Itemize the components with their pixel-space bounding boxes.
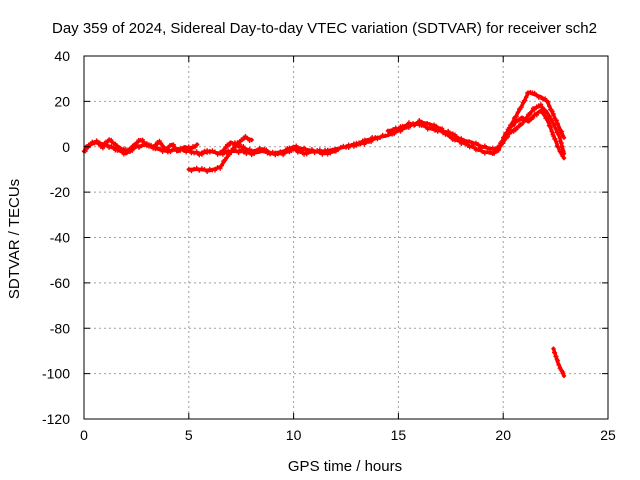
y-tick-label: -100 <box>42 366 70 382</box>
y-tick-label: -60 <box>50 275 70 291</box>
x-tick-label: 5 <box>185 427 193 443</box>
series-sat-j <box>501 108 567 161</box>
x-axis-label: GPS time / hours <box>288 458 402 475</box>
series-sat-e <box>218 145 338 158</box>
x-tick-label: 0 <box>80 427 88 443</box>
y-tick-label: -40 <box>50 230 70 246</box>
y-tick-label: -80 <box>50 320 70 336</box>
series-sat-i <box>494 102 567 156</box>
y-tick-label: 20 <box>54 93 70 109</box>
y-tick-label: -20 <box>50 184 70 200</box>
series-sat-k <box>551 346 567 379</box>
series-sat-g <box>385 120 502 153</box>
axis-ticks: 0 5 10 15 20 25 -120 -100 -80 -60 -40 -20 0 20 40 <box>42 48 616 443</box>
data-layer <box>81 89 567 379</box>
y-axis-label: SDTVAR / TECUs <box>6 179 23 299</box>
y-tick-label: 0 <box>62 139 70 155</box>
x-tick-label: 20 <box>495 427 511 443</box>
x-tick-label: 25 <box>600 427 616 443</box>
y-tick-label: 40 <box>54 48 70 64</box>
grid-lines <box>84 56 608 419</box>
series-sat-b <box>83 139 212 158</box>
x-tick-label: 15 <box>391 427 407 443</box>
x-tick-label: 10 <box>286 427 302 443</box>
y-tick-label: -120 <box>42 411 70 427</box>
chart-title: Day 359 of 2024, Sidereal Day-to-day VTE… <box>52 20 597 37</box>
